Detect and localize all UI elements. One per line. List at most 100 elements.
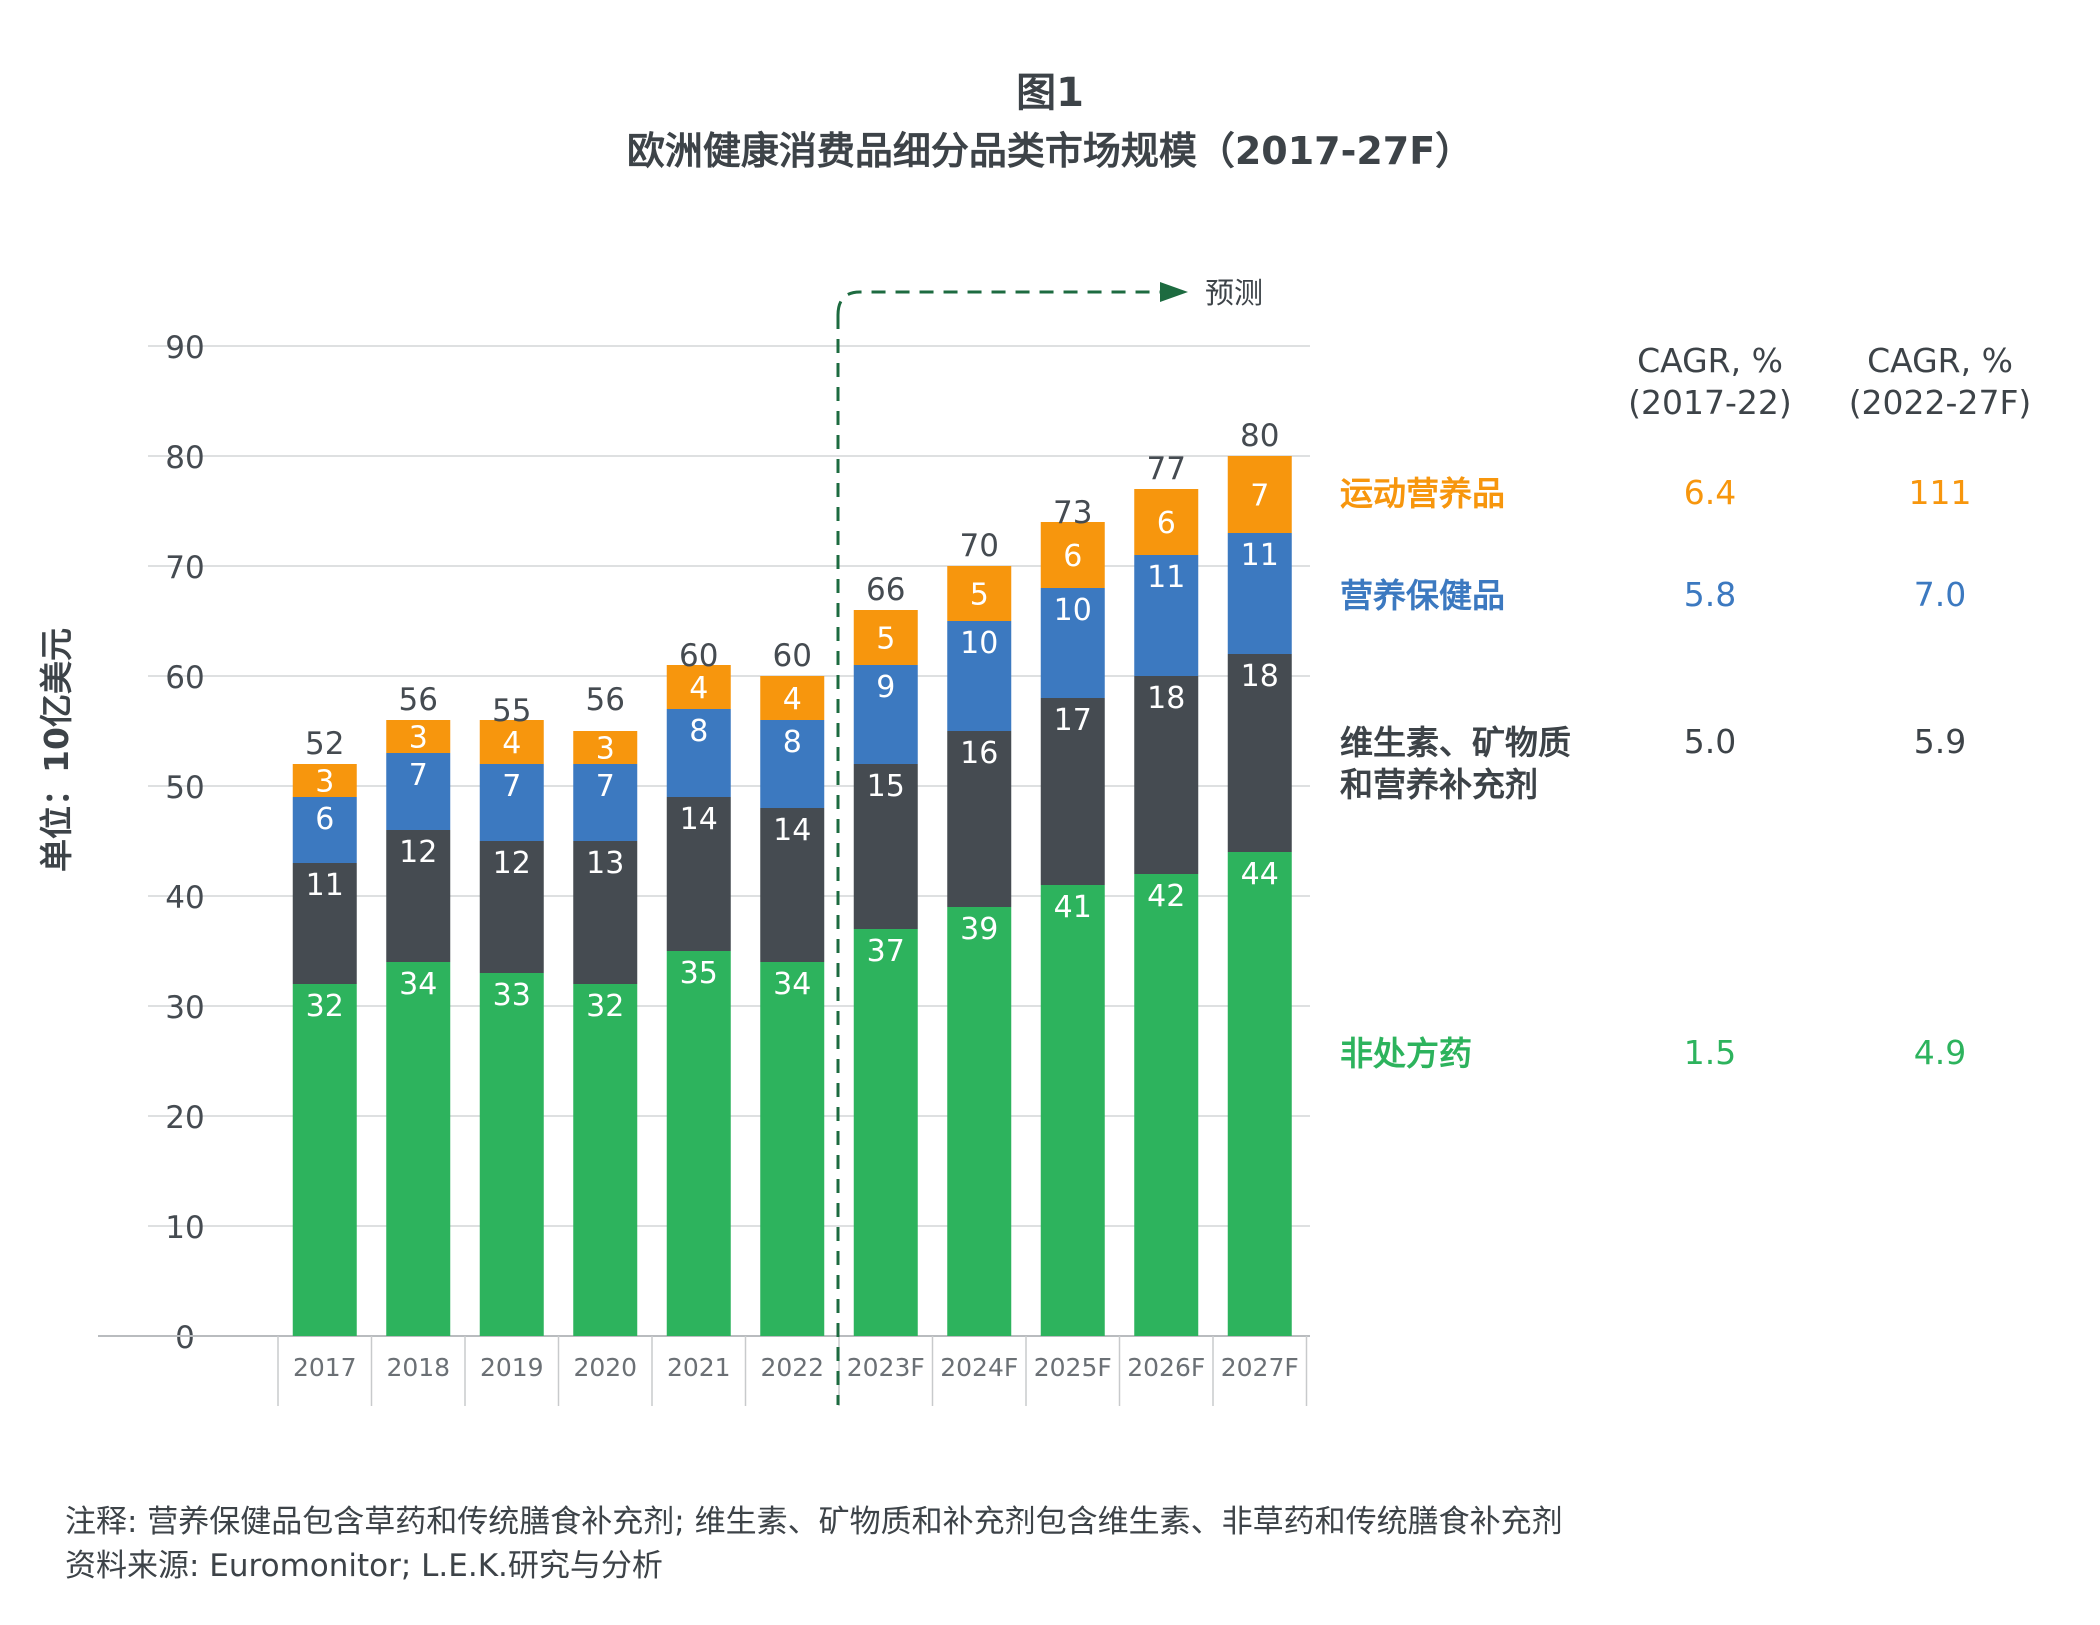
total-label: 60 [773,638,812,674]
cagr-value: 5.0 [1683,722,1737,761]
bar-segment [853,610,918,665]
data-label: 44 [1241,857,1279,892]
total-label: 56 [586,682,625,718]
bar-segment [292,863,357,984]
bar-segment [947,731,1012,907]
data-label: 10 [1054,593,1092,628]
bar-segment [386,720,451,753]
bar-segment [666,709,731,797]
forecast-label: 预测 [1205,276,1263,310]
bar-segment [760,720,825,808]
cagr-value: 4.9 [1913,1033,1967,1072]
bar-segment [479,720,544,764]
data-label: 4 [783,682,802,717]
bar-segment [573,764,638,841]
data-label: 37 [867,934,905,969]
bar-segment [1040,588,1105,698]
legend-item-label: 运动营养品 [1340,474,1505,513]
source-text: 资料来源: Euromonitor; L.E.K.研究与分析 [65,1548,663,1584]
data-label: 7 [409,758,428,793]
x-tick-label: 2027F [1221,1353,1299,1382]
data-label: 17 [1054,703,1092,738]
bar-segment [1040,522,1105,588]
y-tick-label: 80 [165,440,204,476]
data-label: 34 [773,967,811,1002]
bar-segment [947,621,1012,731]
data-label: 32 [586,989,624,1024]
x-tick-label: 2021 [667,1353,731,1382]
bar-segment [853,665,918,764]
bar-segment [573,984,638,1336]
data-label: 8 [783,725,802,760]
bar-segment [573,731,638,764]
bar-segment [666,665,731,709]
total-label: 70 [960,528,999,564]
data-label: 8 [689,714,708,749]
data-label: 6 [315,802,334,837]
bar-segment [666,951,731,1336]
legend-item-label: 维生素、矿物质 和营养补充剂 [1340,723,1571,804]
data-label: 9 [876,670,895,705]
x-tick-label: 2023F [847,1353,925,1382]
y-tick-label: 40 [165,880,204,916]
data-label: 6 [1157,506,1176,541]
x-tick-label: 2019 [480,1353,544,1382]
data-label: 12 [493,846,531,881]
y-tick-label: 90 [165,330,204,366]
footnotes: 注释: 营养保健品包含草药和传统膳食补充剂; 维生素、矿物质和补充剂包含维生素、… [65,1500,1563,1588]
data-label: 5 [970,578,989,613]
bar-segment [1134,676,1199,874]
x-tick-label: 2026F [1127,1353,1205,1382]
bar-segment [1227,654,1292,852]
data-label: 4 [502,726,521,761]
x-tick-label: 2020 [573,1353,637,1382]
bar-segment [853,929,918,1336]
total-label: 77 [1147,451,1186,487]
total-label: 66 [866,572,905,608]
data-label: 34 [399,967,437,1002]
bar-segment [386,753,451,830]
bar-segment [1134,874,1199,1336]
figure-label: 图1 [1016,70,1084,116]
cagr-value: 1.5 [1683,1033,1737,1072]
data-label: 10 [960,626,998,661]
data-label: 11 [1241,538,1279,573]
y-tick-label: 30 [165,990,204,1026]
y-tick-label: 20 [165,1100,204,1136]
y-tick-label: 70 [165,550,204,586]
bar-segment [947,907,1012,1336]
total-label: 80 [1240,418,1279,454]
x-tick-label: 2017 [293,1353,357,1382]
total-label: 60 [679,638,718,674]
y-axis-label: 单位：10亿美元 [37,628,76,872]
data-label: 16 [960,736,998,771]
bar-segment [1134,555,1199,676]
total-label: 52 [305,726,344,762]
cagr-value: 7.0 [1913,575,1967,614]
data-label: 7 [502,769,521,804]
cagr-value: 5.8 [1683,575,1737,614]
data-label: 3 [596,732,615,767]
data-label: 41 [1054,890,1092,925]
total-label: 56 [399,682,438,718]
x-tick-label: 2018 [386,1353,450,1382]
chart-title: 欧洲健康消费品细分品类市场规模（2017-27F） [626,129,1474,173]
x-tick-label: 2024F [940,1353,1018,1382]
data-label: 39 [960,912,998,947]
data-label: 3 [315,765,334,800]
bar-segment [760,808,825,962]
bar-segment [1227,852,1292,1336]
y-tick-label: 10 [165,1210,204,1246]
data-label: 7 [596,769,615,804]
bar-segment [1227,456,1292,533]
forecast-arrow-line [836,290,1170,316]
data-label: 11 [306,868,344,903]
data-label: 13 [586,846,624,881]
data-label: 3 [409,721,428,756]
bar-segment [386,962,451,1336]
data-label: 15 [867,769,905,804]
total-label: 73 [1053,495,1092,531]
data-label: 32 [306,989,344,1024]
bar-segment [386,830,451,962]
y-tick-label: 50 [165,770,204,806]
